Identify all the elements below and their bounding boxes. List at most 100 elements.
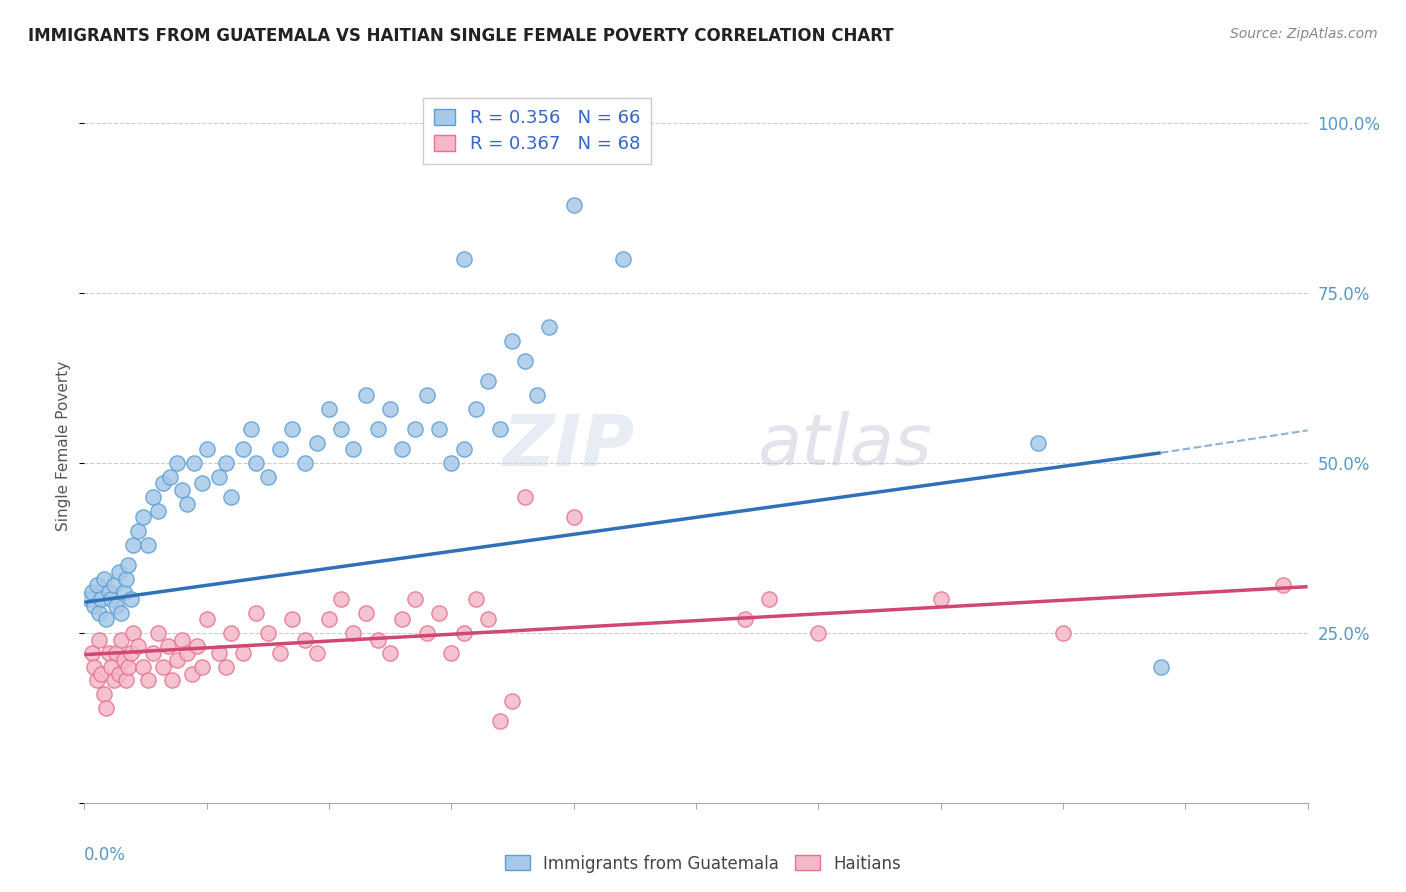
Point bbox=[453, 442, 475, 457]
Point bbox=[342, 626, 364, 640]
Point bbox=[464, 401, 486, 416]
Point bbox=[367, 422, 389, 436]
Point bbox=[93, 572, 115, 586]
Point bbox=[269, 442, 291, 457]
Point bbox=[117, 660, 139, 674]
Point bbox=[294, 456, 316, 470]
Point bbox=[342, 442, 364, 457]
Point bbox=[83, 599, 105, 613]
Point bbox=[136, 537, 159, 551]
Point bbox=[195, 442, 218, 457]
Point bbox=[146, 503, 169, 517]
Point bbox=[107, 565, 129, 579]
Point bbox=[245, 606, 267, 620]
Point bbox=[172, 483, 194, 498]
Point bbox=[120, 646, 142, 660]
Point bbox=[758, 591, 780, 606]
Point bbox=[115, 572, 138, 586]
Point bbox=[122, 537, 145, 551]
Point bbox=[110, 632, 132, 647]
Text: 0.0%: 0.0% bbox=[84, 846, 127, 863]
Point bbox=[354, 388, 377, 402]
Point bbox=[166, 456, 188, 470]
Point bbox=[146, 626, 169, 640]
Point bbox=[612, 252, 634, 266]
Point bbox=[100, 660, 122, 674]
Point bbox=[132, 660, 155, 674]
Point bbox=[183, 456, 205, 470]
Point bbox=[112, 653, 135, 667]
Point bbox=[105, 599, 128, 613]
Point bbox=[97, 646, 120, 660]
Point bbox=[257, 469, 280, 483]
Point bbox=[391, 442, 413, 457]
Point bbox=[156, 640, 179, 654]
Point bbox=[93, 687, 115, 701]
Point bbox=[245, 456, 267, 470]
Point bbox=[1272, 578, 1295, 592]
Point bbox=[181, 666, 204, 681]
Point bbox=[513, 490, 536, 504]
Point bbox=[97, 585, 120, 599]
Point bbox=[80, 585, 103, 599]
Point bbox=[354, 606, 377, 620]
Point bbox=[186, 640, 208, 654]
Point bbox=[90, 666, 112, 681]
Point bbox=[318, 612, 340, 626]
Point bbox=[103, 578, 125, 592]
Point bbox=[330, 591, 353, 606]
Point bbox=[416, 626, 439, 640]
Point bbox=[734, 612, 756, 626]
Point bbox=[215, 660, 238, 674]
Point bbox=[107, 666, 129, 681]
Point bbox=[257, 626, 280, 640]
Point bbox=[477, 375, 499, 389]
Point bbox=[464, 591, 486, 606]
Point bbox=[83, 660, 105, 674]
Point bbox=[453, 626, 475, 640]
Point bbox=[142, 490, 165, 504]
Point bbox=[77, 591, 100, 606]
Point bbox=[929, 591, 952, 606]
Point bbox=[502, 694, 524, 708]
Point bbox=[1028, 435, 1050, 450]
Text: Source: ZipAtlas.com: Source: ZipAtlas.com bbox=[1230, 27, 1378, 41]
Point bbox=[100, 591, 122, 606]
Point bbox=[136, 673, 159, 688]
Point bbox=[562, 510, 585, 524]
Point bbox=[305, 435, 328, 450]
Legend: Immigrants from Guatemala, Haitians: Immigrants from Guatemala, Haitians bbox=[498, 848, 908, 880]
Point bbox=[112, 585, 135, 599]
Point bbox=[162, 673, 184, 688]
Point bbox=[159, 469, 181, 483]
Point bbox=[117, 558, 139, 572]
Point bbox=[269, 646, 291, 660]
Point bbox=[404, 422, 426, 436]
Point bbox=[489, 714, 512, 729]
Text: ZIP: ZIP bbox=[502, 411, 636, 481]
Point bbox=[453, 252, 475, 266]
Point bbox=[152, 660, 174, 674]
Point bbox=[380, 401, 402, 416]
Point bbox=[232, 442, 254, 457]
Point bbox=[191, 476, 214, 491]
Point bbox=[86, 673, 108, 688]
Point bbox=[330, 422, 353, 436]
Point bbox=[103, 673, 125, 688]
Point bbox=[86, 578, 108, 592]
Point bbox=[105, 646, 128, 660]
Point bbox=[172, 632, 194, 647]
Y-axis label: Single Female Poverty: Single Female Poverty bbox=[56, 361, 72, 531]
Point bbox=[477, 612, 499, 626]
Point bbox=[120, 591, 142, 606]
Legend: R = 0.356   N = 66, R = 0.367   N = 68: R = 0.356 N = 66, R = 0.367 N = 68 bbox=[423, 98, 651, 163]
Point bbox=[195, 612, 218, 626]
Point bbox=[367, 632, 389, 647]
Point bbox=[427, 422, 450, 436]
Point bbox=[380, 646, 402, 660]
Point bbox=[440, 646, 463, 660]
Point bbox=[281, 422, 304, 436]
Point bbox=[526, 388, 548, 402]
Point bbox=[110, 606, 132, 620]
Point bbox=[80, 646, 103, 660]
